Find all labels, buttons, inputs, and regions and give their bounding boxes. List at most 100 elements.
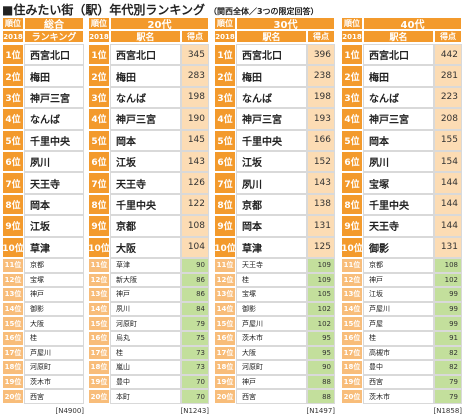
rank: 10位 xyxy=(341,236,363,258)
station: 梅田 xyxy=(24,65,84,87)
rank: 5位 xyxy=(341,129,363,151)
rank: 5位 xyxy=(2,129,24,151)
rank: 2位 xyxy=(2,65,24,87)
rank: 12位 xyxy=(341,272,363,288)
rank: 3位 xyxy=(88,86,110,109)
score: 102 xyxy=(434,272,462,288)
score: 104 xyxy=(181,236,209,258)
rank: 9位 xyxy=(88,215,110,237)
score: 223 xyxy=(434,86,462,109)
sample-size: [N1497] xyxy=(306,407,335,415)
station: 桂 xyxy=(363,331,434,346)
station: 茨木市 xyxy=(236,331,307,346)
station: 河原町 xyxy=(24,360,84,375)
score: 88 xyxy=(307,389,335,404)
station: 豊中 xyxy=(363,360,434,375)
rank: 6位 xyxy=(2,151,24,173)
station: 宝塚 xyxy=(24,272,84,288)
score-header: 得点 xyxy=(181,30,209,43)
station: なんば xyxy=(110,86,181,109)
rank: 9位 xyxy=(2,215,24,237)
score: 345 xyxy=(181,44,209,66)
station: なんば xyxy=(236,86,307,109)
station: 芦屋川 xyxy=(363,301,434,317)
rank: 14位 xyxy=(214,301,236,317)
rank: 19位 xyxy=(2,374,24,390)
rank: 20位 xyxy=(214,389,236,404)
sample-size: [N4900] xyxy=(55,407,84,415)
rank: 10位 xyxy=(2,236,24,258)
station: 江坂 xyxy=(363,287,434,302)
rank: 8位 xyxy=(2,193,24,216)
rank: 11位 xyxy=(88,258,110,273)
score: 82 xyxy=(434,360,462,375)
score: 88 xyxy=(307,374,335,390)
station: 大阪 xyxy=(24,316,84,331)
rank: 13位 xyxy=(88,287,110,302)
rank: 20位 xyxy=(341,389,363,404)
station: 新大阪 xyxy=(110,272,181,288)
station: なんば xyxy=(363,86,434,109)
station: 茨木市 xyxy=(24,374,84,390)
rank-header: 順位 xyxy=(2,17,24,30)
score: 73 xyxy=(181,345,209,361)
station: 芦屋川 xyxy=(236,316,307,331)
rank: 4位 xyxy=(341,108,363,130)
score: 84 xyxy=(181,301,209,317)
station: 夙川 xyxy=(363,151,434,173)
rank: 6位 xyxy=(341,151,363,173)
rank-header: 順位 xyxy=(88,17,110,30)
rank: 1位 xyxy=(341,44,363,66)
rank: 16位 xyxy=(341,331,363,346)
score: 145 xyxy=(181,129,209,151)
station: 西宮北口 xyxy=(24,44,84,66)
score: 198 xyxy=(181,86,209,109)
rank: 15位 xyxy=(214,316,236,331)
rank: 18位 xyxy=(214,360,236,375)
station: 神戸三宮 xyxy=(24,86,84,109)
rank: 7位 xyxy=(88,172,110,194)
score: 143 xyxy=(307,172,335,194)
rank: 19位 xyxy=(341,374,363,390)
rank: 19位 xyxy=(88,374,110,390)
rank: 13位 xyxy=(214,287,236,302)
rank: 5位 xyxy=(214,129,236,151)
rank: 20位 xyxy=(2,389,24,404)
rank: 20位 xyxy=(88,389,110,404)
station-header: 駅名 xyxy=(363,30,434,43)
rank: 12位 xyxy=(214,272,236,288)
station: 京都 xyxy=(110,215,181,237)
rank: 19位 xyxy=(214,374,236,390)
score: 95 xyxy=(307,331,335,346)
station: 梅田 xyxy=(110,65,181,87)
rank: 14位 xyxy=(88,301,110,317)
rank: 18位 xyxy=(2,360,24,375)
score: 105 xyxy=(307,287,335,302)
rank: 15位 xyxy=(341,316,363,331)
overall-header: 総合 xyxy=(24,17,84,30)
score: 281 xyxy=(434,65,462,87)
rank: 16位 xyxy=(2,331,24,346)
station: 江坂 xyxy=(236,151,307,173)
station: 京都 xyxy=(236,193,307,216)
year-header: 2018 xyxy=(88,30,110,43)
score: 86 xyxy=(181,287,209,302)
rank: 2位 xyxy=(214,65,236,87)
score: 131 xyxy=(307,215,335,237)
station: 江坂 xyxy=(24,215,84,237)
age-header: 30代 xyxy=(236,17,335,30)
station: 西宮北口 xyxy=(236,44,307,66)
score: 90 xyxy=(307,360,335,375)
rank: 4位 xyxy=(214,108,236,130)
score: 108 xyxy=(434,258,462,273)
station: 岡本 xyxy=(24,193,84,216)
station: 京都 xyxy=(24,258,84,273)
station: 草津 xyxy=(24,236,84,258)
score: 138 xyxy=(307,193,335,216)
station: 神戸三宮 xyxy=(236,108,307,130)
rank: 11位 xyxy=(214,258,236,273)
rank: 9位 xyxy=(214,215,236,237)
score: 79 xyxy=(181,316,209,331)
station: 茨木市 xyxy=(363,389,434,404)
score: 102 xyxy=(307,301,335,317)
